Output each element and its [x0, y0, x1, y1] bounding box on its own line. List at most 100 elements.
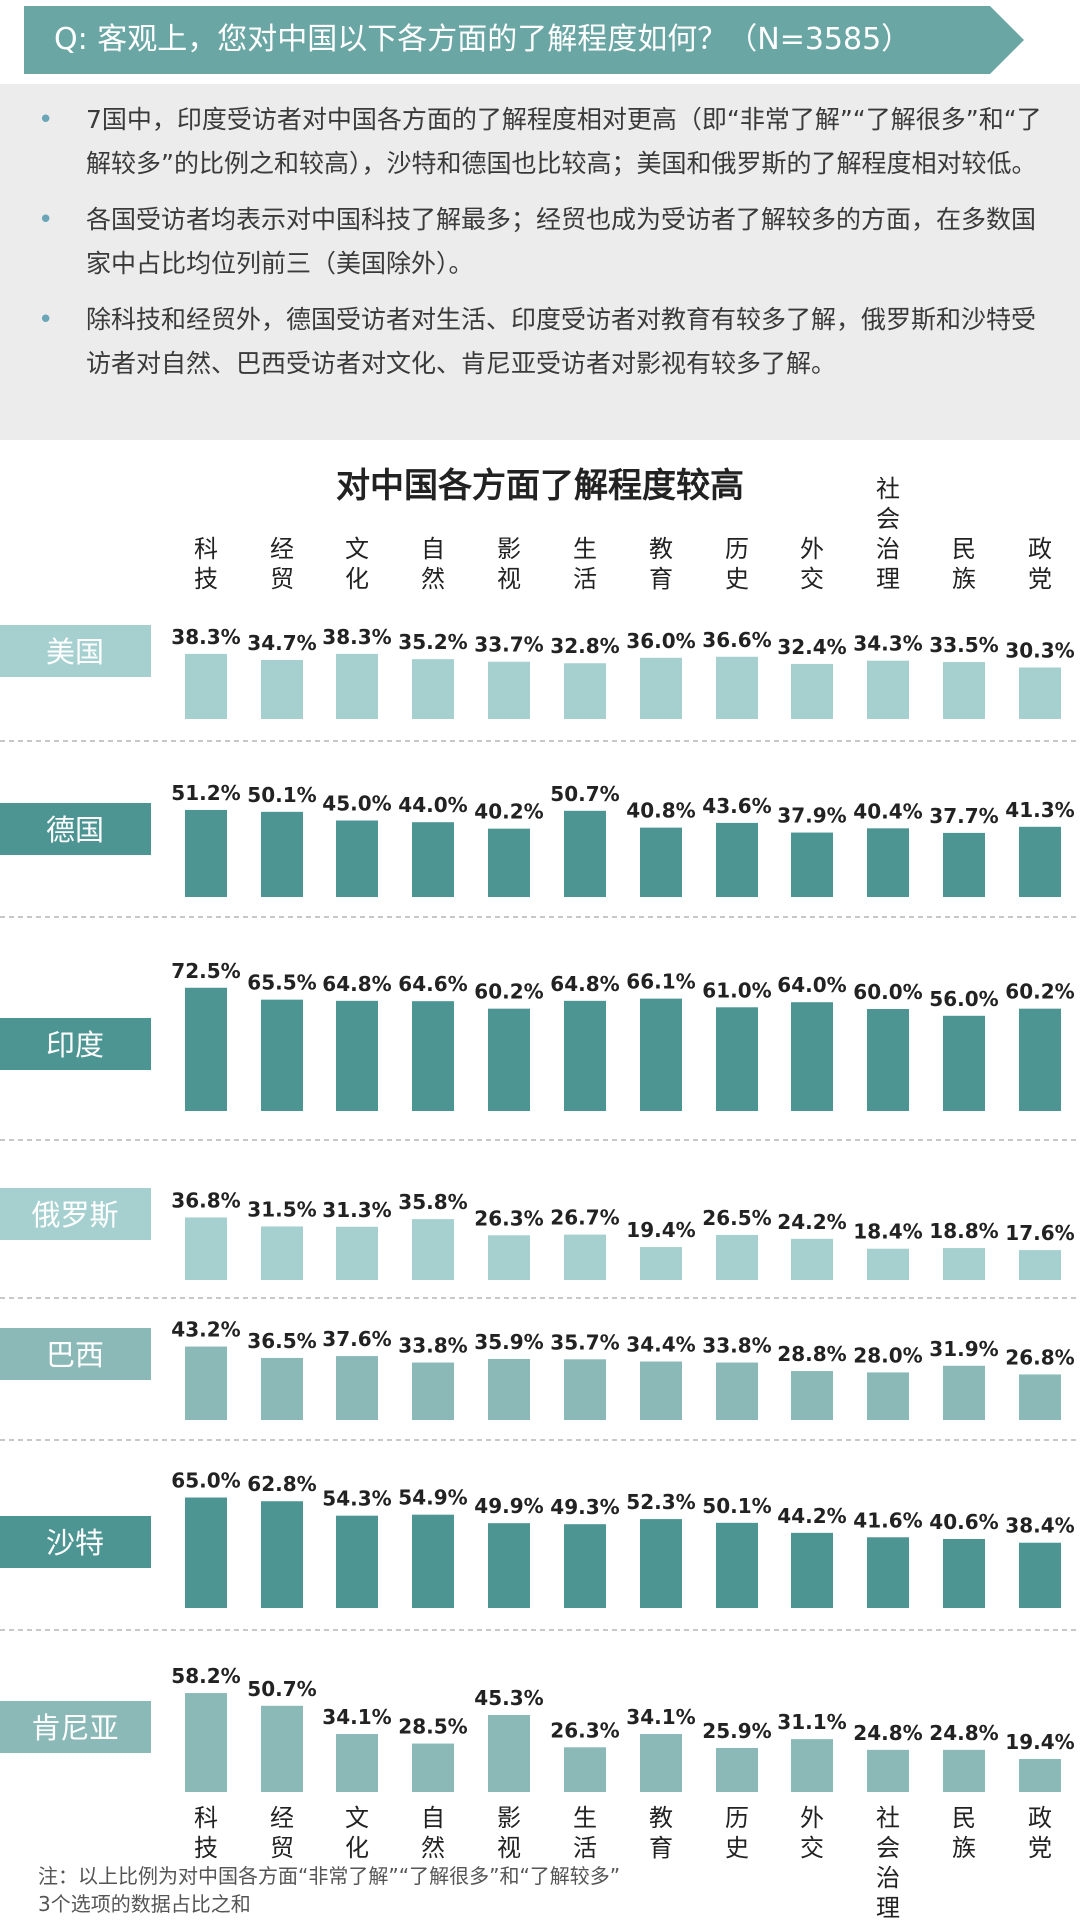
- data-label: 50.1%: [247, 783, 316, 807]
- data-label: 58.2%: [171, 1664, 240, 1688]
- data-label: 64.6%: [398, 972, 467, 996]
- bar: [867, 828, 909, 897]
- summary-item: • 除科技和经贸外，德国受访者对生活、印度受访者对教育有较多了解，俄罗斯和沙特受访…: [0, 298, 1080, 386]
- bar: [564, 1234, 606, 1280]
- data-label: 45.3%: [474, 1686, 543, 1710]
- data-label: 40.8%: [626, 799, 695, 823]
- data-label: 25.9%: [702, 1719, 771, 1743]
- summary-text: 7国中，印度受访者对中国各方面的了解程度相对更高（即“非常了解”“了解很多”和“…: [86, 105, 1042, 178]
- data-label: 17.6%: [1005, 1221, 1074, 1245]
- country-label: 俄罗斯: [31, 1198, 118, 1232]
- category-label-top: 教: [649, 535, 673, 563]
- bar: [791, 1238, 833, 1280]
- country-label: 印度: [46, 1028, 104, 1062]
- bar: [867, 1749, 909, 1792]
- category-label-top: 化: [345, 565, 369, 593]
- country-label-box: [0, 1018, 151, 1070]
- bar: [336, 1734, 378, 1792]
- category-label-bottom: 自: [421, 1804, 445, 1832]
- data-label: 50.7%: [247, 1677, 316, 1701]
- data-label: 60.2%: [474, 980, 543, 1004]
- data-label: 41.3%: [1005, 798, 1074, 822]
- bar: [791, 1532, 833, 1608]
- data-label: 26.3%: [550, 1718, 619, 1742]
- bar: [716, 822, 758, 897]
- category-label-bottom: 外: [800, 1804, 824, 1832]
- data-label: 31.5%: [247, 1197, 316, 1221]
- bar: [261, 999, 303, 1111]
- data-label: 37.9%: [777, 804, 846, 828]
- bar: [412, 1514, 454, 1608]
- bar: [336, 1000, 378, 1111]
- category-label-top: 科: [194, 535, 218, 563]
- data-label: 28.5%: [398, 1715, 467, 1739]
- bar: [336, 653, 378, 719]
- category-label-bottom: 贸: [270, 1834, 294, 1862]
- bar: [716, 1007, 758, 1111]
- data-label: 43.2%: [171, 1318, 240, 1342]
- category-label-top: 族: [952, 565, 976, 593]
- data-label: 33.8%: [398, 1334, 467, 1358]
- question-text: Q: 客观上，您对中国以下各方面的了解程度如何？（N=3585）: [54, 22, 912, 57]
- category-label-top: 民: [952, 535, 976, 563]
- data-label: 45.0%: [322, 792, 391, 816]
- data-label: 44.0%: [398, 793, 467, 817]
- bar: [185, 1217, 227, 1280]
- category-label-top: 史: [725, 565, 749, 593]
- country-label-box: [0, 803, 151, 855]
- category-label-bottom: 治: [876, 1864, 900, 1892]
- data-label: 26.7%: [550, 1206, 619, 1230]
- bar: [1019, 1374, 1061, 1420]
- data-label: 34.3%: [853, 632, 922, 656]
- category-label-top: 然: [421, 565, 445, 593]
- bar: [336, 1515, 378, 1608]
- data-label: 41.6%: [853, 1508, 922, 1532]
- data-label: 49.9%: [474, 1494, 543, 1518]
- category-label-top: 理: [876, 565, 900, 593]
- data-label: 32.8%: [550, 634, 619, 658]
- bar: [791, 1002, 833, 1111]
- country-label: 沙特: [46, 1526, 104, 1560]
- category-label-bottom: 经: [270, 1804, 294, 1832]
- question-banner: Q: 客观上，您对中国以下各方面的了解程度如何？（N=3585）: [24, 6, 1024, 74]
- data-label: 37.6%: [322, 1327, 391, 1351]
- bar: [488, 1523, 530, 1608]
- data-label: 64.8%: [322, 972, 391, 996]
- bar: [185, 1497, 227, 1608]
- bar: [640, 1519, 682, 1608]
- data-label: 44.2%: [777, 1504, 846, 1528]
- data-label: 34.1%: [626, 1705, 695, 1729]
- data-label: 33.5%: [929, 633, 998, 657]
- country-label: 肯尼亚: [31, 1711, 118, 1745]
- category-label-bottom: 史: [725, 1834, 749, 1862]
- data-label: 35.9%: [474, 1330, 543, 1354]
- bar: [488, 661, 530, 719]
- bar: [336, 1226, 378, 1280]
- category-label-bottom: 科: [194, 1804, 218, 1832]
- category-label-top: 文: [345, 535, 369, 563]
- bar: [640, 1361, 682, 1420]
- country-label-box: [0, 1188, 151, 1240]
- data-label: 62.8%: [247, 1472, 316, 1496]
- bar: [488, 1008, 530, 1111]
- bar: [336, 820, 378, 897]
- bar: [412, 1743, 454, 1792]
- bar: [867, 1372, 909, 1420]
- bar: [867, 1009, 909, 1111]
- category-label-bottom: 活: [573, 1834, 597, 1862]
- data-label: 43.6%: [702, 794, 771, 818]
- bar: [564, 1000, 606, 1111]
- data-label: 18.4%: [853, 1220, 922, 1244]
- question-banner-shape: [24, 6, 1024, 74]
- data-label: 28.0%: [853, 1343, 922, 1367]
- data-label: 31.1%: [777, 1710, 846, 1734]
- category-label-bottom: 育: [649, 1834, 673, 1862]
- bar: [412, 1001, 454, 1111]
- data-label: 33.8%: [702, 1334, 771, 1358]
- bar: [1019, 667, 1061, 719]
- category-label-bottom: 社: [876, 1804, 900, 1832]
- data-label: 56.0%: [929, 987, 998, 1011]
- data-label: 54.3%: [322, 1487, 391, 1511]
- data-label: 61.0%: [702, 978, 771, 1002]
- category-label-bottom: 交: [800, 1834, 824, 1862]
